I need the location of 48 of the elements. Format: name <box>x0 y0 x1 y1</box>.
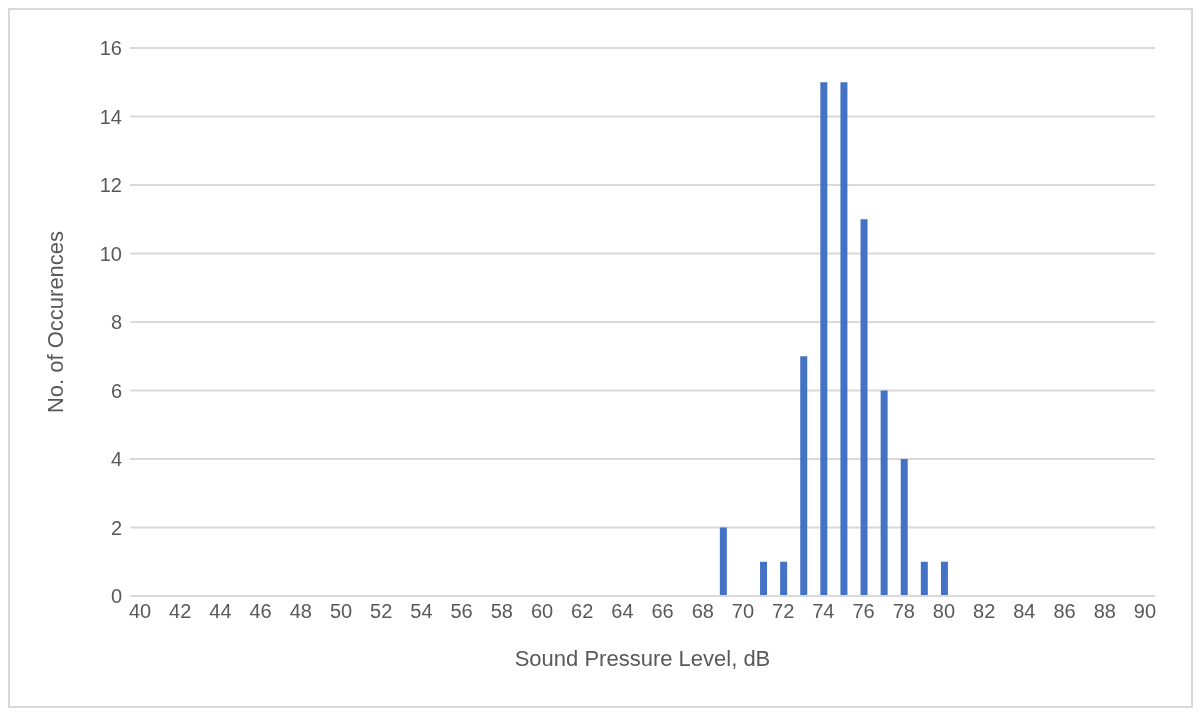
y-axis-title: No. of Occurences <box>42 230 68 414</box>
bar <box>780 561 788 596</box>
x-tick-label: 86 <box>1053 600 1076 623</box>
bar <box>940 561 948 596</box>
y-tick-label: 6 <box>110 379 122 402</box>
bar <box>900 459 908 596</box>
x-tick-label: 84 <box>1013 600 1036 623</box>
x-tick-label: 80 <box>932 600 956 623</box>
y-tick-label: 0 <box>110 585 122 608</box>
x-tick-label: 82 <box>973 600 996 623</box>
x-axis-title: Sound Pressure Level, dB <box>514 646 771 671</box>
y-tick-label: 16 <box>99 37 122 60</box>
x-tick-label: 60 <box>530 600 554 623</box>
x-tick-label: 54 <box>410 600 433 623</box>
x-tick-label: 56 <box>450 600 473 623</box>
y-tick-label: 14 <box>99 105 122 128</box>
x-tick-label: 58 <box>490 600 513 623</box>
bar <box>860 219 868 596</box>
x-tick-label: 44 <box>209 600 232 623</box>
bar <box>719 527 727 596</box>
x-tick-label: 46 <box>249 600 272 623</box>
x-tick-label: 74 <box>812 600 835 623</box>
x-tick-label: 66 <box>651 600 674 623</box>
bar <box>760 561 768 596</box>
x-tick-label: 68 <box>691 600 714 623</box>
x-tick-label: 50 <box>329 600 353 623</box>
x-tick-label: 72 <box>772 600 795 623</box>
x-tick-label: 78 <box>892 600 915 623</box>
x-tick-label: 42 <box>169 600 192 623</box>
bar <box>840 82 848 596</box>
x-tick-label: 40 <box>128 600 152 623</box>
y-tick-label: 8 <box>110 311 122 334</box>
x-tick-label: 70 <box>731 600 755 623</box>
x-tick-label: 64 <box>611 600 634 623</box>
bar <box>820 82 828 596</box>
x-tick-label: 76 <box>852 600 875 623</box>
bar <box>800 356 808 596</box>
bar <box>880 390 888 596</box>
y-tick-label: 4 <box>110 448 122 471</box>
x-tick-label: 48 <box>289 600 312 623</box>
y-tick-label: 2 <box>110 516 122 539</box>
x-tick-label: 90 <box>1133 600 1157 623</box>
x-tick-label: 88 <box>1093 600 1116 623</box>
x-tick-label: 52 <box>370 600 393 623</box>
bar <box>920 561 928 596</box>
y-tick-label: 12 <box>99 174 122 197</box>
y-tick-label: 10 <box>99 242 122 265</box>
x-tick-label: 62 <box>571 600 594 623</box>
